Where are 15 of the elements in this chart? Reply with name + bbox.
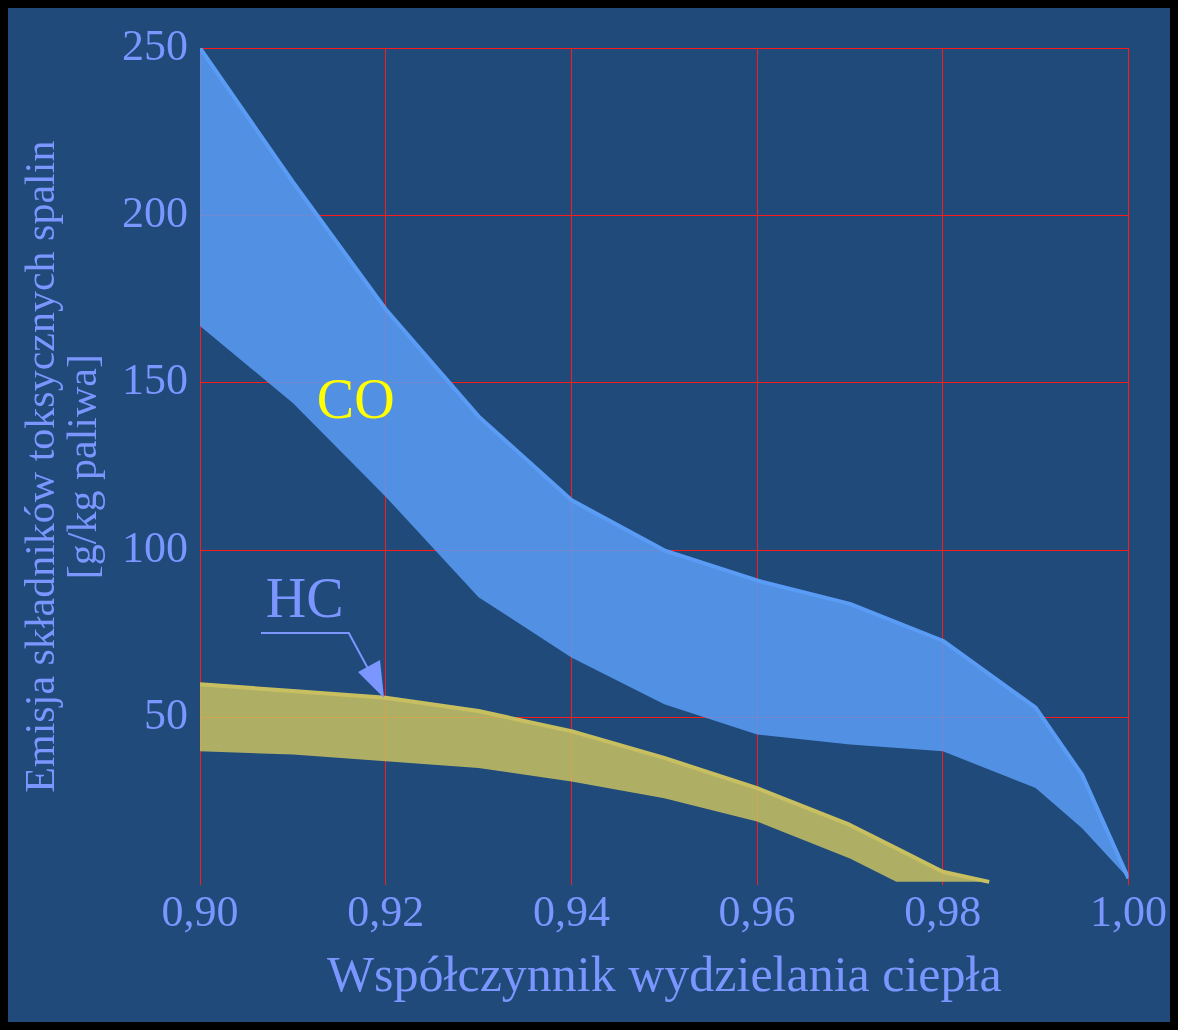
y-tick-label: 150: [122, 355, 188, 405]
series-label: CO: [316, 367, 395, 430]
y-tick-label: 200: [122, 188, 188, 237]
y-tick-label: 50: [144, 690, 188, 740]
x-tick-label: 0,92: [347, 887, 425, 937]
y-tick-label: 100: [122, 522, 188, 572]
x-tick-label: 1,00: [1090, 887, 1167, 937]
y-axis-title: Emisja składników toksycznych spalin [g/kg paliwa]: [17, 140, 106, 793]
x-tick-label: 0,96: [718, 887, 796, 937]
x-tick-label: 0,98: [904, 887, 982, 937]
x-tick-label: 0,90: [161, 887, 239, 937]
x-axis-title: Współczynnik wydzielania ciepła: [326, 946, 1002, 1003]
y-tick-label: 250: [122, 20, 188, 70]
x-tick-label: 0,94: [532, 887, 610, 937]
series-label: HC: [265, 567, 344, 630]
